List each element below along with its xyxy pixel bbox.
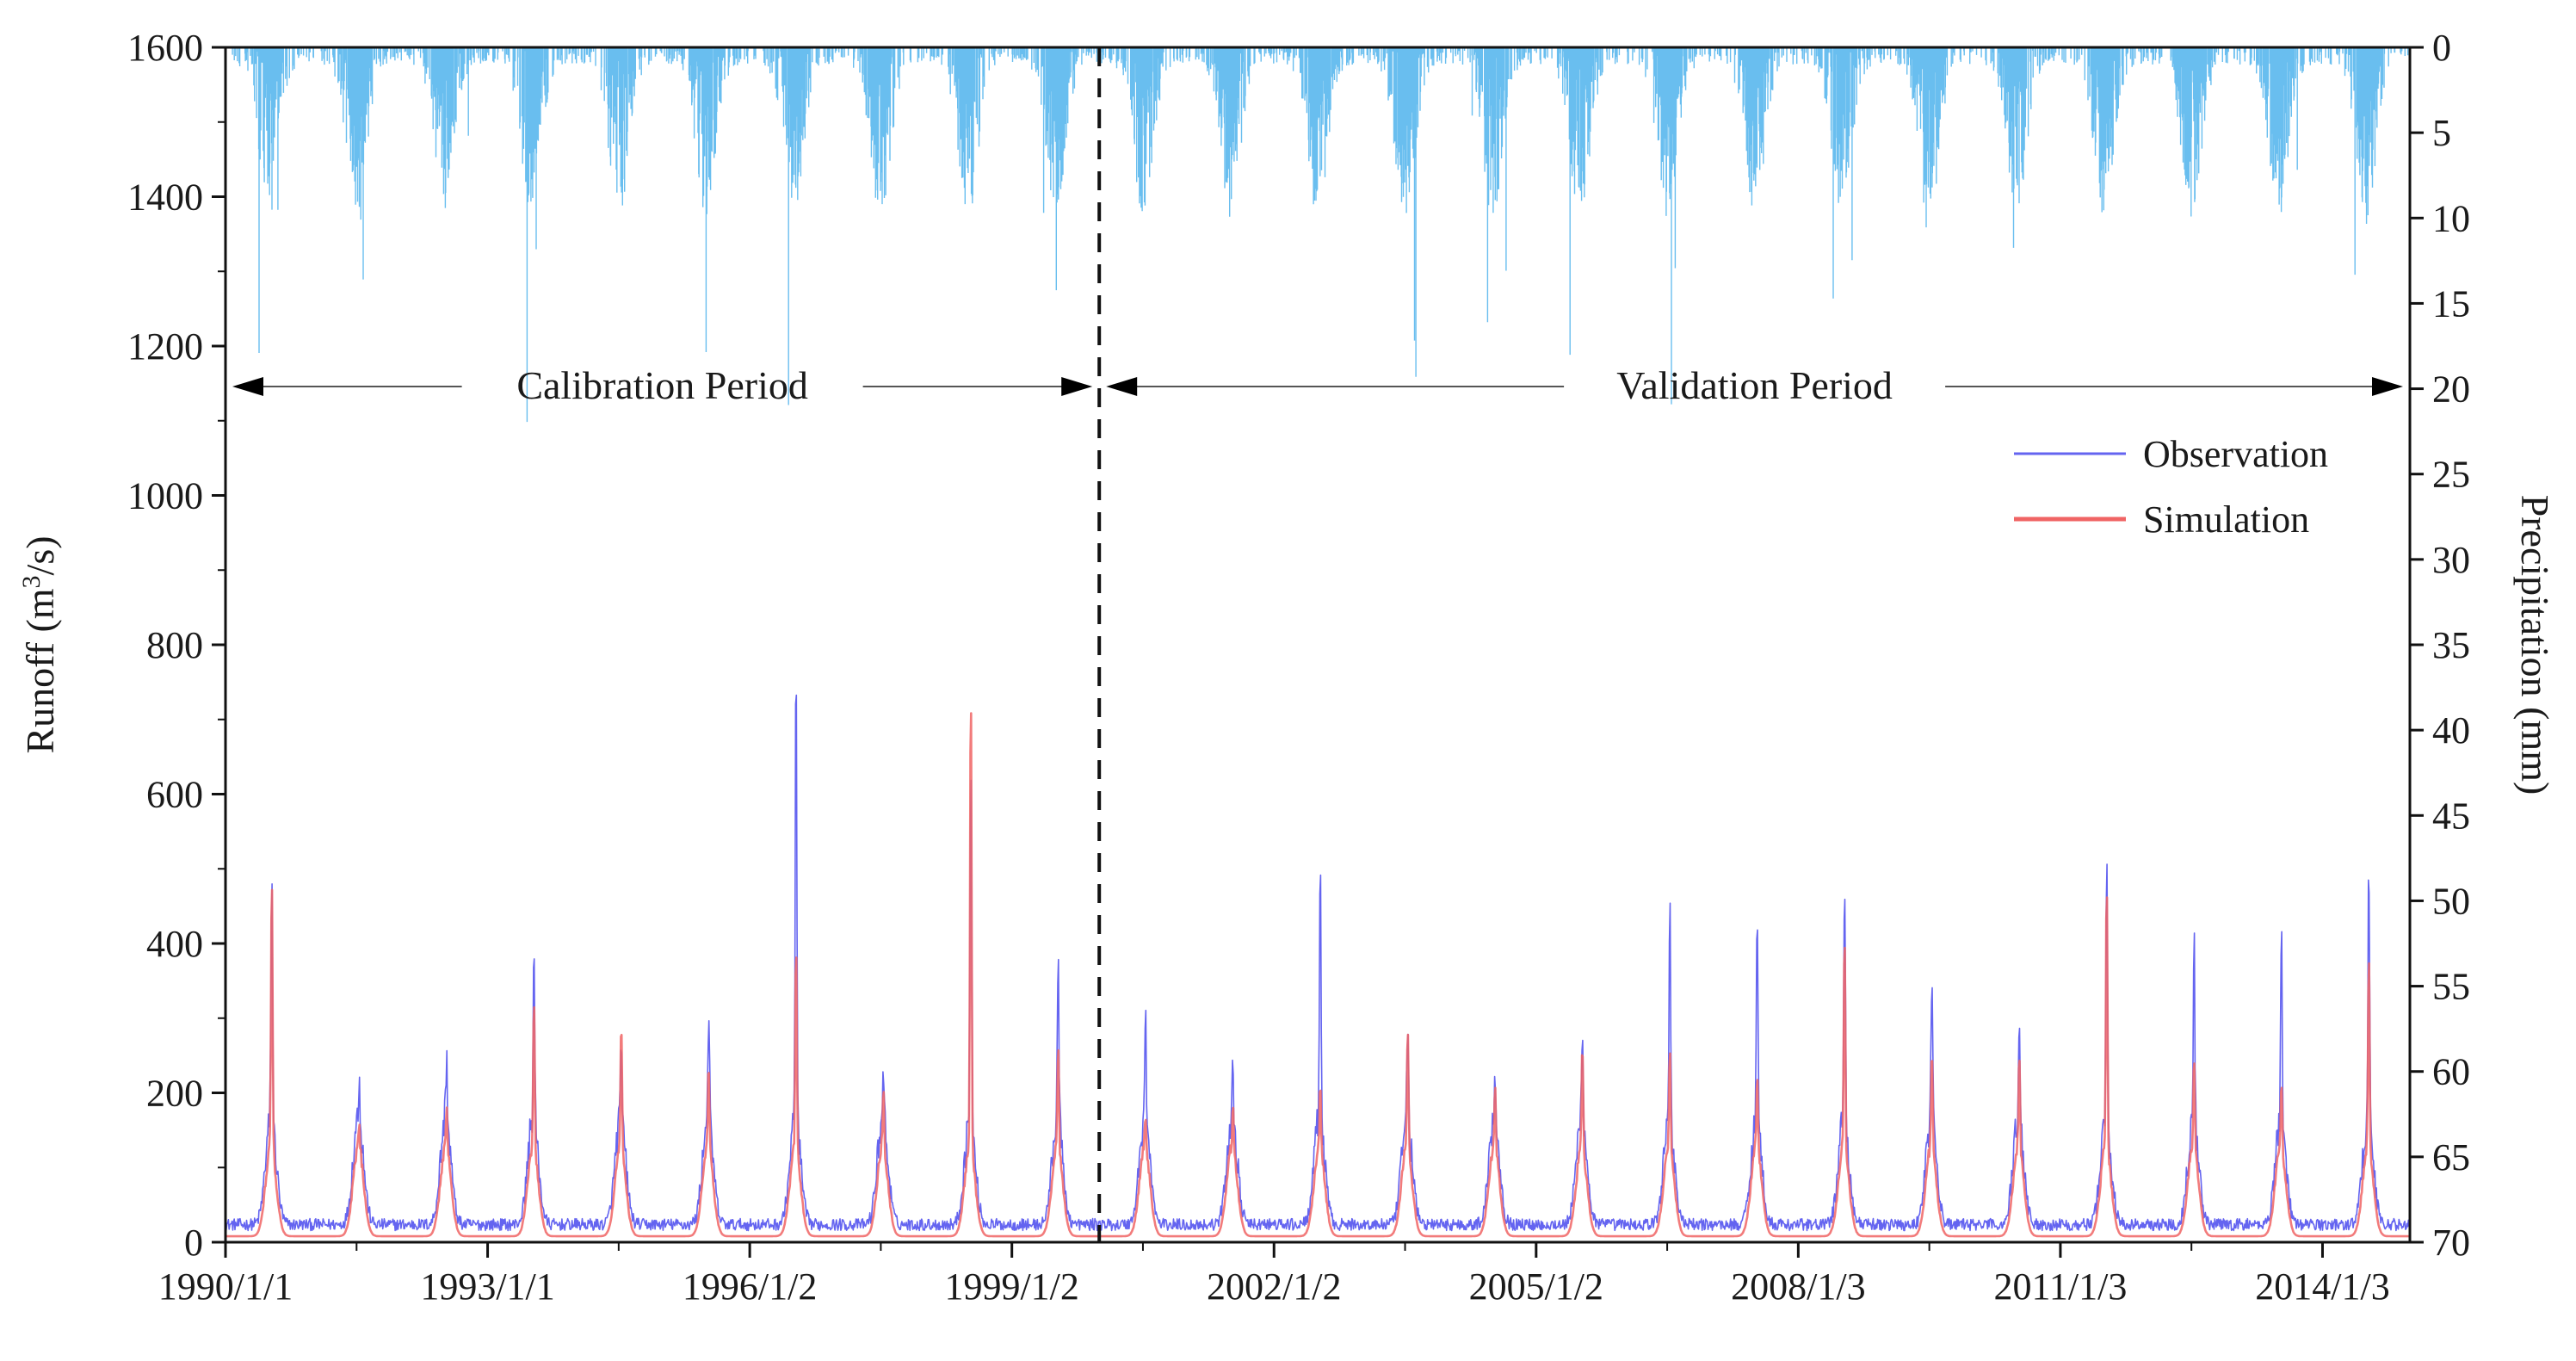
y-right-tick-label: 40	[2432, 709, 2470, 752]
y-right-tick-label: 20	[2432, 368, 2470, 411]
legend: Observation Simulation	[2014, 433, 2328, 541]
y-left-tick-label: 600	[146, 774, 203, 816]
y-left-tick-label: 200	[146, 1073, 203, 1115]
y-right-tick-label: 55	[2432, 966, 2470, 1008]
x-tick-label: 2002/1/2	[1207, 1265, 1341, 1308]
y-right-tick-label: 5	[2432, 112, 2451, 154]
legend-label: Simulation	[2143, 498, 2309, 541]
x-tick-label: 1999/1/2	[944, 1265, 1078, 1308]
y-right-tick-label: 25	[2432, 454, 2470, 496]
y-right-tick-label: 60	[2432, 1051, 2470, 1093]
y-left-tick-label: 400	[146, 923, 203, 965]
period-arrow-left-head	[1106, 377, 1138, 396]
y-right-axis-label: Precipitation (mm)	[2513, 495, 2557, 795]
y-left-axis-label-superscript: 3	[17, 575, 46, 588]
legend-label: Observation	[2143, 433, 2328, 475]
y-left-axis-label-tail: /s)	[18, 535, 62, 575]
y-right-tick-label: 70	[2432, 1222, 2470, 1264]
y-right-tick-label: 35	[2432, 624, 2470, 666]
y-left-axis-label: Runoff (m3/s)	[17, 535, 62, 753]
y-right-tick-label: 10	[2432, 197, 2470, 239]
y-left-tick-label: 800	[146, 624, 203, 666]
y-right-tick-label: 30	[2432, 539, 2470, 581]
y-left-axis-label-main: Runoff (m	[18, 588, 62, 753]
y-right-tick-label: 50	[2432, 880, 2470, 922]
x-tick-label: 2005/1/2	[1469, 1265, 1603, 1308]
x-tick-label: 2011/1/3	[1994, 1265, 2128, 1308]
x-tick-label: 1996/1/2	[683, 1265, 817, 1308]
x-tick-label: 1993/1/1	[420, 1265, 554, 1308]
y-left-tick-label: 1000	[127, 475, 203, 517]
period-arrow-right-head	[2372, 377, 2403, 396]
period-arrow-right-head	[1061, 377, 1093, 396]
simulation-line	[225, 712, 2411, 1238]
axes: 0 200 400 600 800 1000 1200 1400 1600 0 5 10 15 20 25 3…	[17, 27, 2557, 1308]
y-left-tick-label: 1200	[127, 325, 203, 368]
period-arrow-left-head	[232, 377, 263, 396]
period-label: Validation Period	[1616, 363, 1893, 407]
period-annotations: Calibration Period Validation Period	[232, 363, 2403, 407]
y-left-tick-label: 1400	[127, 176, 203, 219]
y-left-tick-label: 0	[184, 1222, 203, 1264]
period-label: Calibration Period	[516, 363, 808, 407]
runoff-series	[225, 694, 2411, 1238]
plot-frame	[224, 46, 2412, 1244]
y-right-tick-label: 15	[2432, 282, 2470, 325]
y-right-tick-label: 65	[2432, 1136, 2470, 1179]
y-left-tick-label: 1600	[127, 27, 203, 69]
y-right-tick-label: 0	[2432, 27, 2451, 69]
x-tick-label: 2014/1/3	[2255, 1265, 2389, 1308]
observation-line	[225, 694, 2411, 1232]
x-tick-label: 2008/1/3	[1731, 1265, 1865, 1308]
x-tick-label: 1990/1/1	[158, 1265, 293, 1308]
y-right-tick-label: 45	[2432, 795, 2470, 837]
